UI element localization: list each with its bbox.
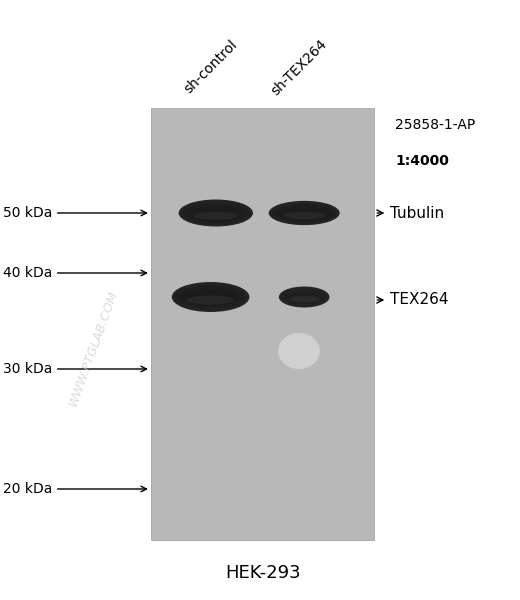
Text: 20 kDa: 20 kDa <box>3 482 147 496</box>
Ellipse shape <box>280 287 329 307</box>
Ellipse shape <box>279 286 330 307</box>
Ellipse shape <box>186 205 245 221</box>
Text: 30 kDa: 30 kDa <box>3 362 147 376</box>
Ellipse shape <box>172 282 250 312</box>
Ellipse shape <box>179 288 242 306</box>
Ellipse shape <box>270 202 339 224</box>
Ellipse shape <box>180 200 252 226</box>
Text: 1:4000: 1:4000 <box>395 154 449 168</box>
Ellipse shape <box>176 286 245 308</box>
Ellipse shape <box>283 212 326 219</box>
Ellipse shape <box>183 203 249 223</box>
Ellipse shape <box>175 284 246 310</box>
Ellipse shape <box>281 288 328 306</box>
Ellipse shape <box>179 199 253 226</box>
Text: Tubulin: Tubulin <box>377 205 444 220</box>
Text: sh-control: sh-control <box>181 38 240 97</box>
Ellipse shape <box>271 203 337 223</box>
FancyBboxPatch shape <box>151 108 374 540</box>
Ellipse shape <box>275 205 334 221</box>
Ellipse shape <box>181 202 250 224</box>
Ellipse shape <box>173 283 248 311</box>
Text: 25858-1-AP: 25858-1-AP <box>395 118 475 132</box>
Ellipse shape <box>278 333 320 369</box>
Ellipse shape <box>269 201 340 225</box>
Text: TEX264: TEX264 <box>377 292 448 307</box>
Ellipse shape <box>187 295 234 304</box>
Text: WWW.PTGLAB.COM: WWW.PTGLAB.COM <box>67 288 121 408</box>
Text: sh-TEX264: sh-TEX264 <box>269 37 330 98</box>
Text: 40 kDa: 40 kDa <box>3 266 147 280</box>
Ellipse shape <box>273 204 335 222</box>
Ellipse shape <box>185 204 247 222</box>
Ellipse shape <box>178 287 243 307</box>
Ellipse shape <box>276 206 333 220</box>
Ellipse shape <box>289 296 319 302</box>
Text: HEK-293: HEK-293 <box>225 564 301 582</box>
Ellipse shape <box>193 212 238 220</box>
Text: 50 kDa: 50 kDa <box>3 206 147 220</box>
